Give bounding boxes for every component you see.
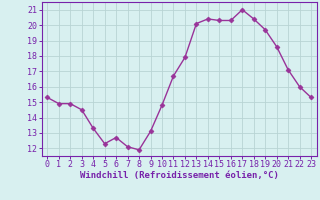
X-axis label: Windchill (Refroidissement éolien,°C): Windchill (Refroidissement éolien,°C) xyxy=(80,171,279,180)
